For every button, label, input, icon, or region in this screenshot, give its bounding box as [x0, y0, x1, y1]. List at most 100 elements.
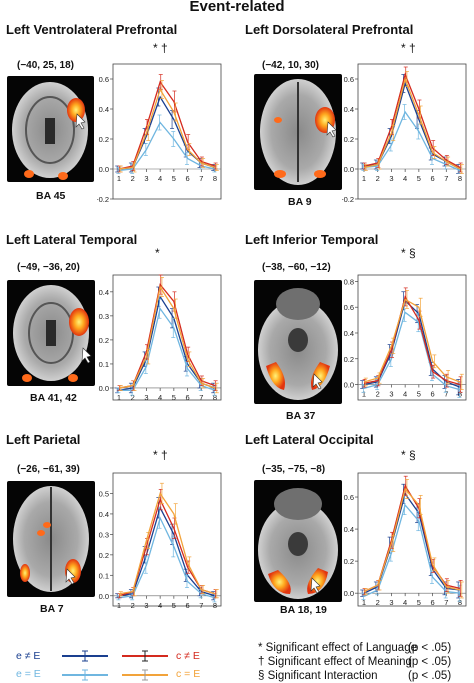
y-tick-label: 0.6: [344, 75, 354, 84]
significance-parietal: * †: [153, 448, 168, 462]
legend-swatch-e-neq-E: [62, 650, 108, 662]
y-tick-label: 0.4: [344, 525, 354, 534]
note-language: * Significant effect of Language (p < .0…: [258, 641, 451, 655]
brain-slice-dorsolateral-prefrontal: [254, 74, 342, 190]
y-tick-label: 0.2: [99, 551, 109, 560]
legend-label-c-neq-E: c ≠ E: [176, 650, 200, 662]
series-3: [118, 482, 219, 599]
coords-lateral-temporal: (−49, −36, 20): [17, 262, 80, 273]
x-tick-label: 8: [213, 174, 217, 183]
series-1: [116, 114, 217, 174]
x-tick-label: 3: [389, 390, 393, 399]
x-tick-label: 4: [158, 393, 162, 402]
note-language-p: (p < .05): [408, 642, 452, 654]
x-tick-label: 6: [185, 393, 189, 402]
x-tick-label: 3: [389, 598, 393, 607]
legend-swatch-c-neq-E: [122, 650, 168, 662]
brodmann-area-inferior-temporal: BA 37: [286, 410, 316, 422]
x-tick-label: 7: [199, 393, 203, 402]
y-tick-label: 0.8: [344, 277, 354, 286]
significance-inferior-temporal: * §: [401, 246, 416, 260]
series-line: [363, 110, 461, 172]
y-tick-label: 0.6: [344, 493, 354, 502]
panel-title-inferior-temporal: Left Inferior Temporal: [245, 232, 379, 247]
x-tick-label: 1: [362, 598, 366, 607]
panel-title-ventrolateral-prefrontal: Left Ventrolateral Prefrontal: [6, 22, 178, 37]
series-3: [363, 71, 464, 174]
x-tick-label: 3: [389, 174, 393, 183]
coords-ventrolateral-prefrontal: (−40, 25, 18): [17, 60, 74, 71]
y-tick-label: 0.2: [99, 336, 109, 345]
x-tick-label: 6: [430, 598, 434, 607]
note-interaction-p: (p < .05): [408, 670, 452, 682]
series-3: [363, 290, 464, 391]
brodmann-area-lateral-temporal: BA 41, 42: [30, 392, 77, 404]
legend-label-c-eq-E: c = E: [176, 668, 201, 680]
series-line: [363, 72, 461, 169]
x-tick-label: 8: [213, 601, 217, 610]
series-3: [118, 277, 219, 394]
series-3: [363, 479, 464, 599]
plot-frame: [357, 63, 467, 200]
significance-notes: * Significant effect of Language (p < .0…: [258, 641, 472, 683]
legend-label-e-eq-E: e = E: [16, 668, 41, 680]
y-tick-label: 0.4: [344, 105, 354, 114]
panel-title-lateral-temporal: Left Lateral Temporal: [6, 232, 138, 247]
y-tick-label: 0.1: [99, 360, 109, 369]
significance-dorsolateral-prefrontal: * †: [401, 41, 416, 55]
coords-parietal: (−26, −61, 39): [17, 464, 80, 475]
legend-swatch-c-eq-E: [122, 669, 168, 681]
y-tick-label: 0.0: [99, 592, 109, 601]
y-tick-label: −0.2: [97, 195, 109, 204]
y-tick-label: 0.3: [99, 530, 109, 539]
y-tick-label: 0.0: [344, 165, 354, 174]
brain-slice-parietal: [7, 481, 95, 597]
y-tick-label: 0.6: [99, 75, 109, 84]
x-tick-label: 1: [362, 390, 366, 399]
x-tick-label: 5: [417, 174, 421, 183]
x-tick-label: 4: [158, 174, 162, 183]
timecourse-chart-parietal: 0.0 0.1 0.2 0.3 0.4 0.5 1 2 3 4 5 6 7 8: [99, 472, 222, 610]
page-title: Event-related: [189, 0, 285, 15]
y-tick-label: 0.2: [344, 135, 354, 144]
x-tick-label: 5: [172, 174, 176, 183]
timecourse-chart-ventrolateral-prefrontal: −0.2 0.0 0.2 0.4 0.6 1 23 4 56 7 8: [97, 63, 222, 204]
plot-frame: [112, 472, 222, 607]
coords-inferior-temporal: (−38, −60, −12): [262, 262, 331, 273]
y-tick-label: 0.4: [344, 329, 354, 338]
x-tick-label: 7: [444, 174, 448, 183]
x-tick-label: 5: [172, 393, 176, 402]
x-tick-label: 4: [403, 390, 407, 399]
legend: e ≠ E e = E c ≠ E c = E: [16, 648, 236, 682]
timecourse-chart-dorsolateral-prefrontal: −0.2 0.0 0.2 0.4 0.6 1 23 4 56 7 8: [342, 63, 467, 204]
brain-slice-inferior-temporal: [254, 280, 342, 404]
coords-lateral-occipital: (−35, −75, −8): [262, 464, 326, 475]
legend-swatch-e-eq-E: [62, 669, 108, 681]
y-tick-label: 0.4: [99, 510, 109, 519]
x-tick-label: 1: [117, 601, 121, 610]
y-tick-label: 0.2: [344, 557, 354, 566]
x-tick-label: 3: [144, 393, 148, 402]
x-tick-label: 3: [144, 601, 148, 610]
coords-dorsolateral-prefrontal: (−42, 10, 30): [262, 60, 319, 71]
y-tick-label: 0.2: [344, 355, 354, 364]
brodmann-area-lateral-occipital: BA 18, 19: [280, 604, 327, 616]
x-tick-label: 7: [199, 601, 203, 610]
note-meaning-text: † Significant effect of Meaning: [258, 656, 412, 668]
brodmann-area-parietal: BA 7: [40, 603, 64, 615]
x-tick-label: 7: [199, 174, 203, 183]
timecourse-chart-lateral-temporal: 0.0 0.1 0.2 0.3 0.4 1 2 3 4 5 6 7 8: [99, 274, 222, 402]
x-tick-label: 7: [444, 390, 448, 399]
x-tick-label: 6: [185, 601, 189, 610]
brodmann-area-ventrolateral-prefrontal: BA 45: [36, 190, 66, 202]
series-line: [118, 516, 216, 599]
x-tick-label: 8: [458, 598, 462, 607]
series-line: [363, 311, 461, 391]
x-tick-label: 2: [376, 174, 380, 183]
x-tick-label: 5: [417, 598, 421, 607]
x-tick-label: 8: [458, 174, 462, 183]
brain-slice-ventrolateral-prefrontal: [7, 76, 94, 182]
y-tick-label: 0.3: [99, 312, 109, 321]
panel-title-dorsolateral-prefrontal: Left Dorsolateral Prefrontal: [245, 22, 414, 37]
x-tick-label: 5: [172, 601, 176, 610]
